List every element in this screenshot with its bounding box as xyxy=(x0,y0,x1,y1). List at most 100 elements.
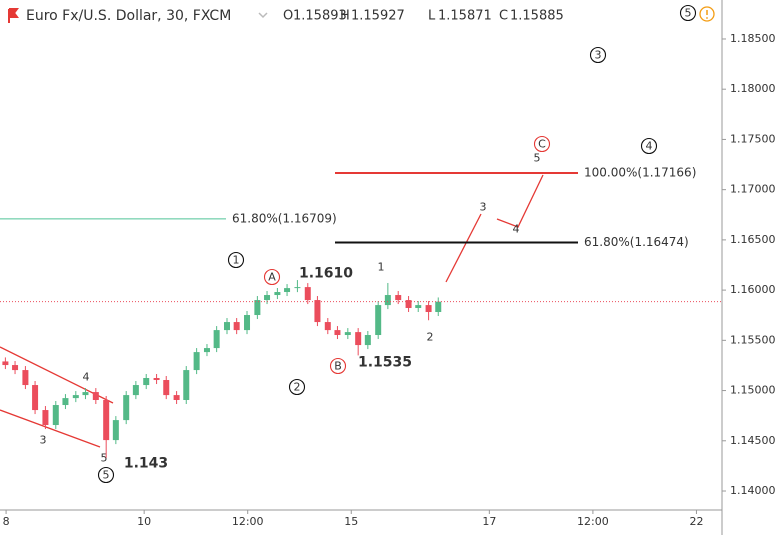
x-tick-label: 12:00 xyxy=(577,515,609,528)
y-tick-label: 1.14500 xyxy=(730,434,776,447)
symbol-title: Euro Fx/U.S. Dollar, 30, FXCM xyxy=(26,8,231,24)
candle-body xyxy=(395,295,402,301)
price-annotation: 1.143 xyxy=(124,456,168,472)
wave-label: 2 xyxy=(427,331,434,344)
candle-body xyxy=(355,332,362,346)
x-tick-label: 10 xyxy=(137,515,151,528)
wave-label: 4 xyxy=(646,140,653,153)
candle-body xyxy=(324,322,331,331)
fib-level-label: 61.80%(1.16709) xyxy=(232,211,337,225)
candle-body xyxy=(213,330,220,349)
flag-icon xyxy=(8,8,19,23)
projection-line xyxy=(445,213,482,283)
candle-body xyxy=(62,398,69,406)
channel-line xyxy=(0,409,101,448)
candle-body xyxy=(123,395,130,421)
candle-body xyxy=(264,295,271,301)
wave-label: 4 xyxy=(83,371,90,384)
wave-circle xyxy=(589,46,607,64)
wave-circle xyxy=(97,466,115,484)
alert-icon-dot xyxy=(706,17,708,19)
drawings: 1 2 3 4 5 5 5 A B C 1.1610 1.1535 1.143 4 3 1 2 3 4 5 xyxy=(0,4,715,484)
wave-label: C xyxy=(538,138,546,151)
candle-body xyxy=(314,300,321,323)
ohlc-value: 1.15927 xyxy=(351,9,405,24)
candle-body xyxy=(173,395,180,401)
candle-body xyxy=(82,392,89,396)
wave-circle xyxy=(329,357,347,375)
candle-body xyxy=(254,300,261,316)
candle-body xyxy=(334,330,341,336)
wave-label: 2 xyxy=(294,381,301,394)
wave-circle xyxy=(227,251,245,269)
fib-level-label: 100.00%(1.17166) xyxy=(584,165,696,179)
candle-body xyxy=(112,420,119,441)
candle-body xyxy=(405,300,412,308)
wave-label: B xyxy=(334,360,342,373)
wave-label: 3 xyxy=(595,49,602,62)
ohlc-label: O xyxy=(283,9,293,24)
wave-label: 5 xyxy=(101,452,108,465)
ohlc-value: 1.15885 xyxy=(510,9,564,24)
candle-body xyxy=(384,295,391,306)
candle-body xyxy=(42,410,49,426)
wave-label: 3 xyxy=(40,434,47,447)
candle-body xyxy=(92,392,99,401)
candle-body xyxy=(132,385,139,396)
fib-level-label: 61.80%(1.16474) xyxy=(584,235,689,249)
wave-label: 5 xyxy=(685,7,692,20)
candle-body xyxy=(12,365,19,371)
candle-body xyxy=(344,332,351,336)
y-tick-label: 1.15000 xyxy=(730,384,776,397)
candle-body xyxy=(153,378,160,381)
dropdown-chevron[interactable] xyxy=(258,12,268,19)
x-tick-label: 17 xyxy=(482,515,496,528)
candle-body xyxy=(2,361,9,366)
y-tick-label: 1.18500 xyxy=(730,32,776,45)
candle-body xyxy=(103,400,110,441)
x-tick-label: 12:00 xyxy=(232,515,264,528)
candle-body xyxy=(415,305,422,308)
candle-body xyxy=(284,288,291,293)
candle-body xyxy=(274,292,281,296)
candle-body xyxy=(183,370,190,401)
candle-body xyxy=(163,380,170,396)
price-annotation: 1.1535 xyxy=(358,355,412,371)
wave-label: 5 xyxy=(534,152,541,165)
ohlc-label: H xyxy=(340,9,350,24)
alert-icon[interactable] xyxy=(699,6,715,22)
y-tick-label: 1.17000 xyxy=(730,183,776,196)
candle-body xyxy=(233,322,240,331)
wave-label: 3 xyxy=(480,201,487,214)
wave-circle xyxy=(679,4,697,22)
candle-body xyxy=(375,305,382,336)
candle-body xyxy=(425,305,432,313)
candle-body xyxy=(143,378,150,386)
wave-circle xyxy=(533,135,551,153)
y-tick-label: 1.15500 xyxy=(730,333,776,346)
wave-label: A xyxy=(268,271,276,284)
x-tick-label: 22 xyxy=(689,515,703,528)
candle-body xyxy=(22,370,29,386)
wave-label: 5 xyxy=(103,469,110,482)
candle-body xyxy=(364,335,371,346)
candle-body xyxy=(193,352,200,371)
wave-label: 1 xyxy=(378,261,385,274)
candle-body xyxy=(72,395,79,399)
candle-body xyxy=(32,385,39,411)
candle-body xyxy=(223,322,230,331)
y-tick-label: 1.17500 xyxy=(730,132,776,145)
candle-body xyxy=(304,287,311,301)
price-annotation: 1.1610 xyxy=(299,266,353,282)
y-tick-label: 1.14000 xyxy=(730,484,776,497)
ohlc-value: 1.15893 xyxy=(293,9,347,24)
candle-body xyxy=(435,301,442,313)
wave-circle xyxy=(263,268,281,286)
wave-label: 4 xyxy=(513,223,520,236)
y-tick-label: 1.16000 xyxy=(730,283,776,296)
candle-body xyxy=(203,348,210,353)
ohlc-label: L xyxy=(428,9,436,24)
x-tick-label: 15 xyxy=(344,515,358,528)
